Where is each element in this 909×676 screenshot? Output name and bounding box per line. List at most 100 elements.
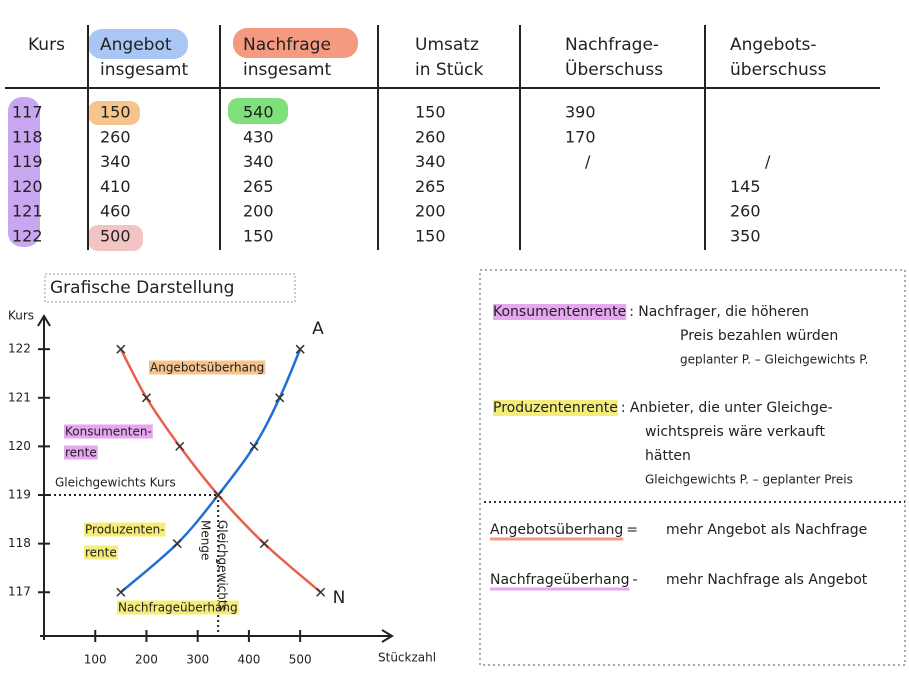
point: [259, 539, 269, 549]
y-tick-label: 119: [8, 488, 31, 502]
table-cell: 145: [730, 177, 761, 196]
table-cell: 340: [243, 152, 274, 171]
x-tick-label: 500: [289, 653, 312, 667]
annotation-highlight: [149, 360, 266, 375]
column-header: insgesamt: [100, 60, 188, 80]
kurs-highlight: [8, 97, 40, 247]
table-cell: 540: [243, 103, 274, 122]
point: [172, 539, 182, 549]
table-cell: /: [585, 152, 591, 171]
column-header: Umsatz: [415, 35, 479, 55]
table-cell: 350: [730, 227, 761, 246]
table-cell: 200: [415, 202, 446, 221]
table-cell: 119: [12, 152, 43, 171]
table-cell: 150: [415, 103, 446, 122]
column-header: Angebots-: [730, 35, 817, 55]
table-cell: 150: [415, 227, 446, 246]
note-line: hätten: [645, 448, 691, 464]
column-header: Kurs: [28, 35, 65, 55]
column-header: überschuss: [730, 60, 827, 80]
note-sep: -: [632, 572, 637, 588]
annotation-highlight: [84, 545, 118, 560]
table-cell: 200: [243, 202, 274, 221]
note-term: Produzentenrente: [493, 400, 618, 416]
note-sep: :: [621, 400, 626, 416]
point: [175, 441, 185, 451]
note-text: mehr Nachfrage als Angebot: [666, 572, 868, 588]
annotation-highlight: [117, 600, 239, 615]
title-box: [44, 273, 296, 303]
column-header: Überschuss: [565, 58, 663, 80]
annotation: Produzenten-: [85, 523, 165, 537]
highlights: [8, 28, 358, 251]
table-cell: 410: [100, 177, 131, 196]
column-header: in Stück: [415, 60, 483, 80]
table-cell: 500: [100, 227, 131, 246]
note-formula: Gleichgewichts P. – geplanter Preis: [645, 473, 853, 487]
cell-highlight: [88, 101, 140, 125]
y-axis: [37, 314, 51, 640]
annotation: Angebotsüberhang: [150, 361, 264, 375]
point: [141, 393, 151, 403]
table-cell: 340: [415, 152, 446, 171]
table-cell: 260: [415, 127, 446, 146]
axes: [37, 314, 394, 643]
y-tick-label: 117: [8, 585, 31, 599]
table-cell: 390: [565, 103, 596, 122]
point: [116, 587, 126, 597]
point: [295, 344, 305, 354]
series-label: A: [312, 319, 324, 339]
note-sep: =: [626, 522, 638, 538]
table-cell: 260: [100, 127, 131, 146]
header-highlight: [88, 29, 188, 59]
table-cell: 118: [12, 127, 43, 146]
header-highlight: [233, 28, 358, 58]
y-tick-label: 120: [8, 439, 31, 453]
x-axis-label: Stückzahl: [378, 651, 436, 665]
annotation-highlight: [64, 424, 153, 439]
table-cell: 460: [100, 202, 131, 221]
annotation: Nachfrageüberhang: [118, 601, 238, 615]
table-cell: 340: [100, 152, 131, 171]
y-tick-label: 121: [8, 390, 31, 404]
table-cell: 265: [415, 177, 446, 196]
term-highlight: [493, 304, 627, 320]
term-highlight: [493, 400, 618, 416]
annotation: Menge: [199, 520, 213, 560]
table-cell: 122: [12, 227, 43, 246]
table-cell: /: [765, 152, 771, 171]
table-cell: 430: [243, 127, 274, 146]
annotation: Gleichgewichts: [216, 520, 230, 611]
table-cell: 120: [12, 177, 43, 196]
note-sep: :: [629, 304, 634, 320]
note-line: Nachfrager, die höheren: [638, 304, 809, 320]
curve: [120, 348, 302, 594]
table-lines: [5, 25, 880, 250]
note-line: wichtspreis wäre verkauft: [645, 424, 825, 440]
y-axis-label: Kurs: [8, 309, 34, 323]
x-tick-label: 300: [186, 653, 209, 667]
table-cell: 150: [243, 227, 274, 246]
y-tick-label: 122: [8, 342, 31, 356]
column-header: Nachfrage: [243, 35, 331, 55]
annotation: rente: [85, 546, 117, 560]
annotation: Konsumenten-: [65, 425, 152, 439]
series-label: N: [333, 588, 346, 608]
table-cell: 170: [565, 127, 596, 146]
table-cell: 150: [100, 103, 131, 122]
point: [249, 441, 259, 451]
note-text: mehr Angebot als Nachfrage: [666, 522, 867, 538]
note-line: Preis bezahlen würden: [680, 328, 838, 344]
point: [116, 344, 126, 354]
x-tick-label: 400: [237, 653, 260, 667]
point: [213, 490, 223, 500]
note-line: Anbieter, die unter Gleichge-: [630, 400, 833, 416]
x-tick-label: 100: [84, 653, 107, 667]
point: [316, 587, 326, 597]
y-tick-label: 118: [8, 536, 31, 550]
annotation: rente: [65, 446, 97, 460]
note-term: Konsumentenrente: [493, 304, 626, 320]
annotation-highlight: [64, 445, 98, 460]
table-cell: 260: [730, 202, 761, 221]
